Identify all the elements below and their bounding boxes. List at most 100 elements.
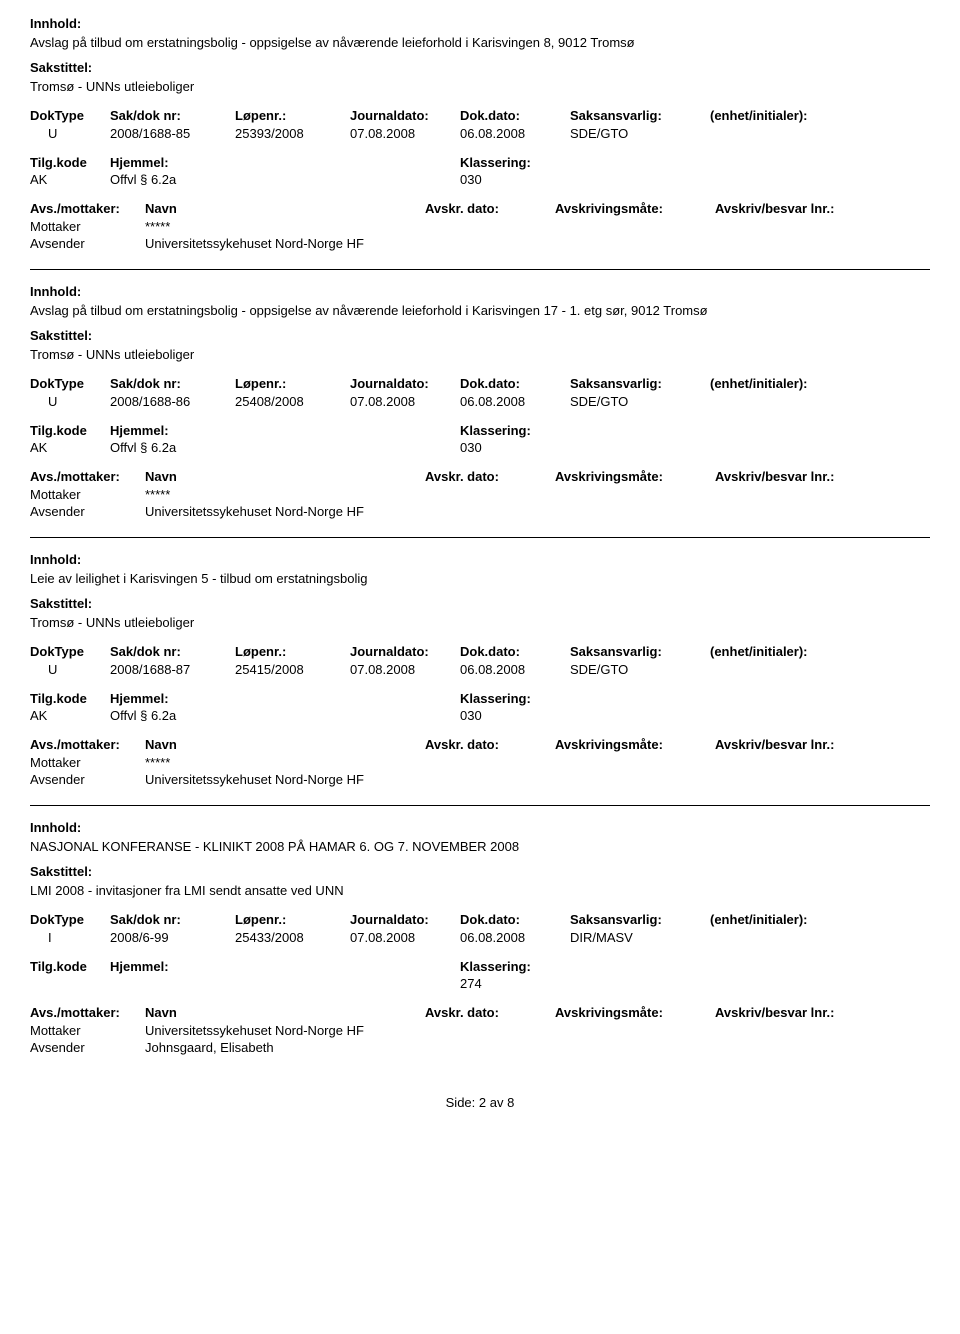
saksansvarlig-header: Saksansvarlig:: [570, 644, 710, 659]
columns-header: DokType Sak/dok nr: Løpenr.: Journaldato…: [30, 912, 930, 927]
party-role: Avsender: [30, 772, 145, 787]
avs-header: Avs./mottaker: Navn Avskr. dato: Avskriv…: [30, 469, 930, 484]
innhold-label: Innhold:: [30, 284, 930, 299]
sakstittel-value: LMI 2008 - invitasjoner fra LMI sendt an…: [30, 883, 930, 898]
party-name: Universitetssykehuset Nord-Norge HF: [145, 236, 645, 251]
party-role: Mottaker: [30, 487, 145, 502]
sakstittel-value: Tromsø - UNNs utleieboliger: [30, 615, 930, 630]
saksansvarlig-value: SDE/GTO: [570, 662, 710, 677]
journaldato-value: 07.08.2008: [350, 930, 460, 945]
party-row: Avsender Universitetssykehuset Nord-Norg…: [30, 504, 930, 519]
innhold-value: Avslag på tilbud om erstatningsbolig - o…: [30, 303, 930, 318]
doktype-value: U: [30, 662, 110, 677]
avskrivingsmate-header: Avskrivingsmåte:: [555, 1005, 715, 1020]
sakdok-value: 2008/1688-87: [110, 662, 235, 677]
journal-entry: Innhold: Leie av leilighet i Karisvingen…: [30, 552, 930, 787]
journal-entry: Innhold: Avslag på tilbud om erstatnings…: [30, 284, 930, 519]
tilgkode-value: AK: [30, 440, 110, 455]
doktype-value: U: [30, 394, 110, 409]
hjemmel-value: Offvl § 6.2a: [110, 440, 460, 455]
party-row: Avsender Johnsgaard, Elisabeth: [30, 1040, 930, 1055]
sakdok-value: 2008/6-99: [110, 930, 235, 945]
avs-header: Avs./mottaker: Navn Avskr. dato: Avskriv…: [30, 201, 930, 216]
columns-values: U 2008/1688-86 25408/2008 07.08.2008 06.…: [30, 394, 930, 409]
navn-header: Navn: [145, 469, 425, 484]
innhold-value: NASJONAL KONFERANSE - KLINIKT 2008 PÅ HA…: [30, 839, 930, 854]
journaldato-value: 07.08.2008: [350, 126, 460, 141]
avskrdato-header: Avskr. dato:: [425, 1005, 555, 1020]
journaldato-header: Journaldato:: [350, 376, 460, 391]
tilg-header: Tilg.kode Hjemmel: Klassering:: [30, 691, 930, 706]
party-name: Johnsgaard, Elisabeth: [145, 1040, 645, 1055]
avskrivbesvar-header: Avskriv/besvar lnr.:: [715, 1005, 865, 1020]
klassering-value: 030: [460, 172, 660, 187]
hjemmel-value: Offvl § 6.2a: [110, 172, 460, 187]
party-name: Universitetssykehuset Nord-Norge HF: [145, 504, 645, 519]
separator: [30, 537, 930, 538]
sakdok-header: Sak/dok nr:: [110, 108, 235, 123]
party-role: Mottaker: [30, 219, 145, 234]
columns-values: I 2008/6-99 25433/2008 07.08.2008 06.08.…: [30, 930, 930, 945]
journal-entry: Innhold: Avslag på tilbud om erstatnings…: [30, 16, 930, 251]
doktype-header: DokType: [30, 644, 110, 659]
saksansvarlig-value: DIR/MASV: [570, 930, 710, 945]
tilgkode-value: [30, 976, 110, 991]
avs-header: Avs./mottaker: Navn Avskr. dato: Avskriv…: [30, 737, 930, 752]
klassering-header: Klassering:: [460, 959, 660, 974]
tilg-values: AK Offvl § 6.2a 030: [30, 708, 930, 723]
avskrivbesvar-header: Avskriv/besvar lnr.:: [715, 469, 865, 484]
avskrdato-header: Avskr. dato:: [425, 201, 555, 216]
tilgkode-value: AK: [30, 708, 110, 723]
avsmottaker-header: Avs./mottaker:: [30, 201, 145, 216]
innhold-value: Leie av leilighet i Karisvingen 5 - tilb…: [30, 571, 930, 586]
separator: [30, 805, 930, 806]
party-name: *****: [145, 755, 645, 770]
side-label: Side:: [446, 1095, 476, 1110]
doktype-header: DokType: [30, 108, 110, 123]
innhold-label: Innhold:: [30, 16, 930, 31]
hjemmel-header: Hjemmel:: [110, 155, 460, 170]
innhold-label: Innhold:: [30, 552, 930, 567]
tilgkode-value: AK: [30, 172, 110, 187]
dokdato-header: Dok.dato:: [460, 912, 570, 927]
lopenr-header: Løpenr.:: [235, 912, 350, 927]
klassering-value: 030: [460, 708, 660, 723]
avskrdato-header: Avskr. dato:: [425, 469, 555, 484]
enhet-header: (enhet/initialer):: [710, 912, 850, 927]
lopenr-header: Løpenr.:: [235, 644, 350, 659]
hjemmel-header: Hjemmel:: [110, 959, 460, 974]
sakstittel-value: Tromsø - UNNs utleieboliger: [30, 79, 930, 94]
journaldato-header: Journaldato:: [350, 108, 460, 123]
party-role: Avsender: [30, 236, 145, 251]
tilgkode-header: Tilg.kode: [30, 423, 110, 438]
party-role: Avsender: [30, 504, 145, 519]
navn-header: Navn: [145, 201, 425, 216]
doktype-header: DokType: [30, 912, 110, 927]
journaldato-header: Journaldato:: [350, 644, 460, 659]
sakstittel-label: Sakstittel:: [30, 328, 930, 343]
party-row: Avsender Universitetssykehuset Nord-Norg…: [30, 772, 930, 787]
avskrivingsmate-header: Avskrivingsmåte:: [555, 469, 715, 484]
page-footer: Side: 2 av 8: [30, 1095, 930, 1110]
lopenr-value: 25433/2008: [235, 930, 350, 945]
tilgkode-header: Tilg.kode: [30, 155, 110, 170]
lopenr-value: 25393/2008: [235, 126, 350, 141]
dokdato-header: Dok.dato:: [460, 376, 570, 391]
hjemmel-value: [110, 976, 460, 991]
sakstittel-label: Sakstittel:: [30, 60, 930, 75]
avskrdato-header: Avskr. dato:: [425, 737, 555, 752]
party-role: Mottaker: [30, 1023, 145, 1038]
tilg-values: AK Offvl § 6.2a 030: [30, 172, 930, 187]
party-role: Avsender: [30, 1040, 145, 1055]
innhold-value: Avslag på tilbud om erstatningsbolig - o…: [30, 35, 930, 50]
separator: [30, 269, 930, 270]
sakstittel-value: Tromsø - UNNs utleieboliger: [30, 347, 930, 362]
lopenr-header: Løpenr.:: [235, 108, 350, 123]
tilg-values: 274: [30, 976, 930, 991]
klassering-value: 030: [460, 440, 660, 455]
navn-header: Navn: [145, 1005, 425, 1020]
party-row: Mottaker *****: [30, 219, 930, 234]
avsmottaker-header: Avs./mottaker:: [30, 737, 145, 752]
columns-values: U 2008/1688-87 25415/2008 07.08.2008 06.…: [30, 662, 930, 677]
dokdato-value: 06.08.2008: [460, 662, 570, 677]
